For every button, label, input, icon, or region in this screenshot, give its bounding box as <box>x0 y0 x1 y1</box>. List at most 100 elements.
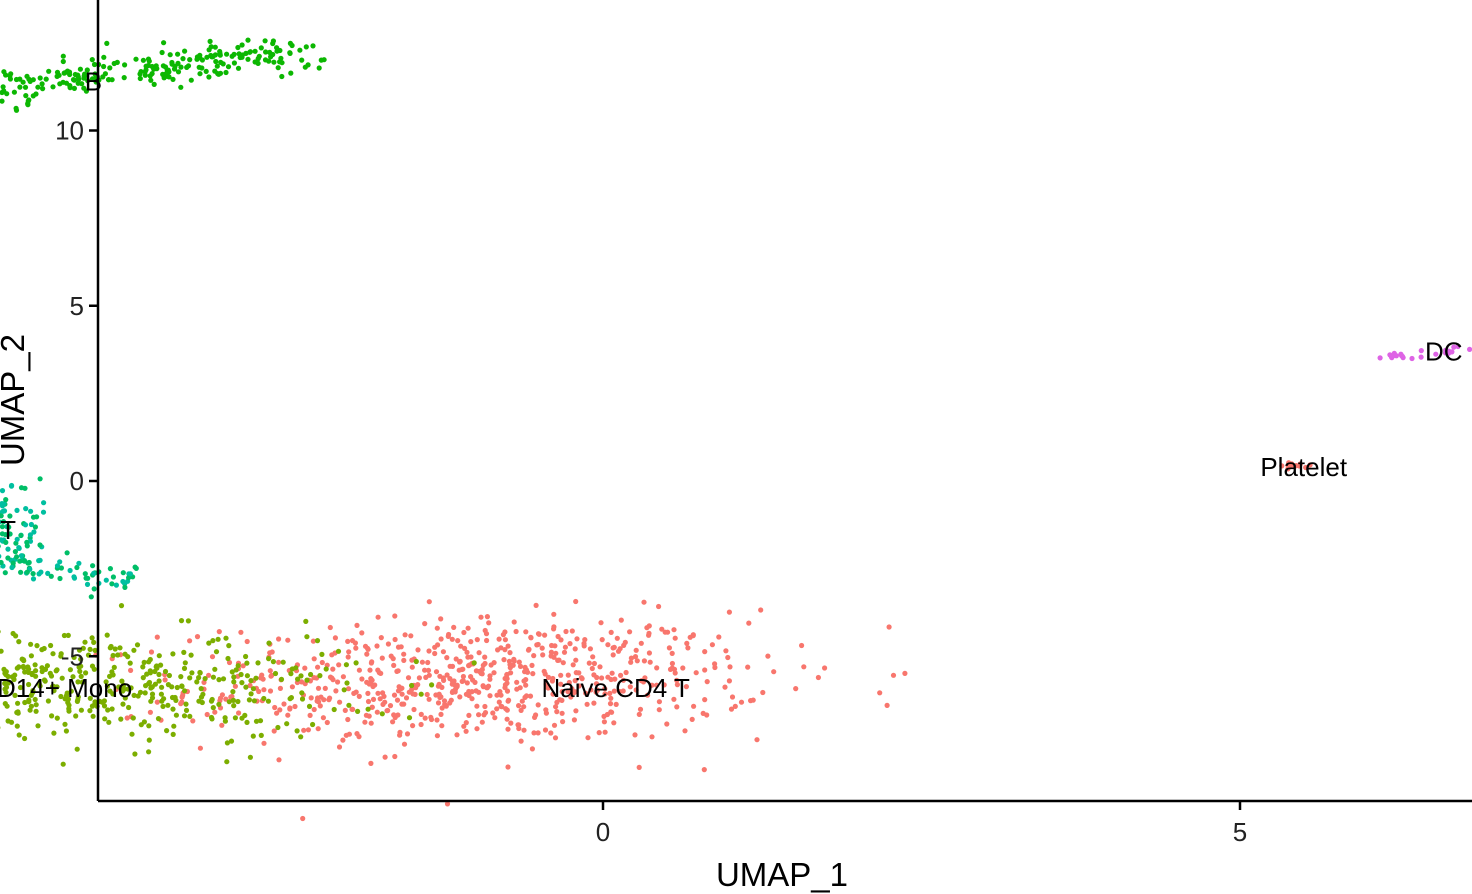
point-naive-cd4-t <box>532 714 538 721</box>
point-naive-cd4-t <box>442 701 448 707</box>
point-naive-cd4-t <box>656 707 662 713</box>
point-naive-cd4-t <box>473 668 479 674</box>
point-naive-cd4-t <box>551 611 557 617</box>
point-cd14-mono <box>149 691 156 697</box>
point-cd14-mono <box>22 699 28 706</box>
point-cd14-mono <box>110 652 116 659</box>
point-cd14-mono <box>418 691 424 697</box>
cluster-label-b: B <box>85 66 102 96</box>
point-cd14-mono <box>266 656 272 662</box>
point-b <box>310 43 316 49</box>
point-naive-cd4-t <box>574 636 580 642</box>
point-naive-cd4-t <box>310 638 316 644</box>
point-b <box>206 74 212 80</box>
point-naive-cd4-t <box>454 732 460 738</box>
point-cd14-mono <box>202 676 208 682</box>
point-naive-cd4-t <box>704 679 710 685</box>
point-cd8-t <box>127 571 133 577</box>
point-cd14-mono <box>14 665 20 671</box>
point-b <box>145 56 152 62</box>
point-b <box>288 70 294 76</box>
point-naive-cd4-t <box>674 704 680 710</box>
point-naive-cd4-t <box>505 643 511 649</box>
point-naive-cd4-t <box>554 709 560 715</box>
point-cd14-mono <box>275 724 281 731</box>
point-cd14-mono <box>173 712 179 718</box>
point-b <box>175 69 182 75</box>
point-naive-cd4-t <box>498 692 504 698</box>
point-b <box>197 52 203 58</box>
point-cd14-mono <box>64 690 70 696</box>
point-naive-cd4-t <box>401 741 408 747</box>
point-cd8-t <box>30 571 36 577</box>
point-naive-cd4-t <box>426 696 432 702</box>
point-cd14-mono <box>120 701 126 707</box>
point-naive-cd4-t <box>438 711 444 718</box>
point-b <box>271 59 277 65</box>
point-b <box>235 44 241 51</box>
point-cd8-t <box>57 559 63 565</box>
point-naive-cd4-t <box>419 659 425 665</box>
point-naive-cd4-t <box>271 728 277 734</box>
cluster-label-dc: DC <box>1425 336 1463 366</box>
point-b <box>102 71 108 77</box>
point-cd14-mono <box>238 671 244 678</box>
point-naive-cd4-t <box>327 695 333 701</box>
point-b <box>13 76 20 83</box>
point-naive-cd4-t <box>439 723 445 729</box>
point-naive-cd4-t <box>484 614 490 620</box>
point-b <box>85 78 91 84</box>
point-cd14-mono <box>289 666 295 672</box>
point-cd14-mono <box>32 696 38 703</box>
point-naive-cd4-t <box>449 636 455 642</box>
point-naive-cd4-t <box>401 657 407 664</box>
point-cd14-mono <box>20 657 26 663</box>
point-naive-cd4-t <box>669 650 675 657</box>
point-naive-cd4-t <box>377 696 383 702</box>
point-naive-cd4-t <box>627 629 633 635</box>
point-naive-cd4-t <box>517 663 524 670</box>
point-b <box>277 59 283 65</box>
point-naive-cd4-t <box>391 692 398 698</box>
point-cd14-mono <box>310 721 316 728</box>
point-b <box>274 48 280 54</box>
point-naive-cd4-t <box>397 732 403 738</box>
point-cd14-mono <box>230 697 236 704</box>
point-naive-cd4-t <box>261 740 267 746</box>
point-b <box>111 60 117 67</box>
point-b <box>184 64 190 70</box>
point-naive-cd4-t <box>307 712 313 719</box>
point-naive-cd4-t <box>482 710 489 716</box>
point-naive-cd4-t <box>550 675 556 682</box>
point-cd8-t <box>28 521 34 528</box>
point-naive-cd4-t <box>680 665 686 671</box>
point-naive-cd4-t <box>738 699 745 705</box>
point-b <box>71 77 77 83</box>
point-naive-cd4-t <box>292 703 298 710</box>
point-naive-cd4-t <box>558 637 564 643</box>
point-naive-cd4-t <box>399 685 405 691</box>
point-cd8-t <box>24 539 30 546</box>
point-cd14-mono <box>146 749 152 755</box>
point-naive-cd4-t <box>598 620 604 626</box>
point-cd14-mono <box>146 737 152 743</box>
cluster-label-naive-cd4-t: Naive CD4 T <box>542 673 690 703</box>
point-cd14-mono <box>9 674 15 680</box>
point-cd14-mono <box>261 695 267 702</box>
point-naive-cd4-t <box>462 645 468 652</box>
point-naive-cd4-t <box>682 728 688 734</box>
point-cd8-t <box>122 584 128 591</box>
point-naive-cd4-t <box>793 686 799 692</box>
point-naive-cd4-t <box>422 715 428 721</box>
cluster-label-cd8-t: CD8 T <box>0 515 16 545</box>
point-cd8-t <box>17 558 23 564</box>
point-naive-cd4-t <box>392 636 398 643</box>
point-naive-cd4-t <box>484 685 490 691</box>
point-dc <box>1409 355 1415 362</box>
point-naive-cd4-t <box>628 655 635 661</box>
point-b <box>140 57 146 63</box>
point-cd14-mono <box>247 754 253 760</box>
point-naive-cd4-t <box>447 676 453 682</box>
point-cd8-t <box>18 485 25 491</box>
point-naive-cd4-t <box>272 704 278 711</box>
